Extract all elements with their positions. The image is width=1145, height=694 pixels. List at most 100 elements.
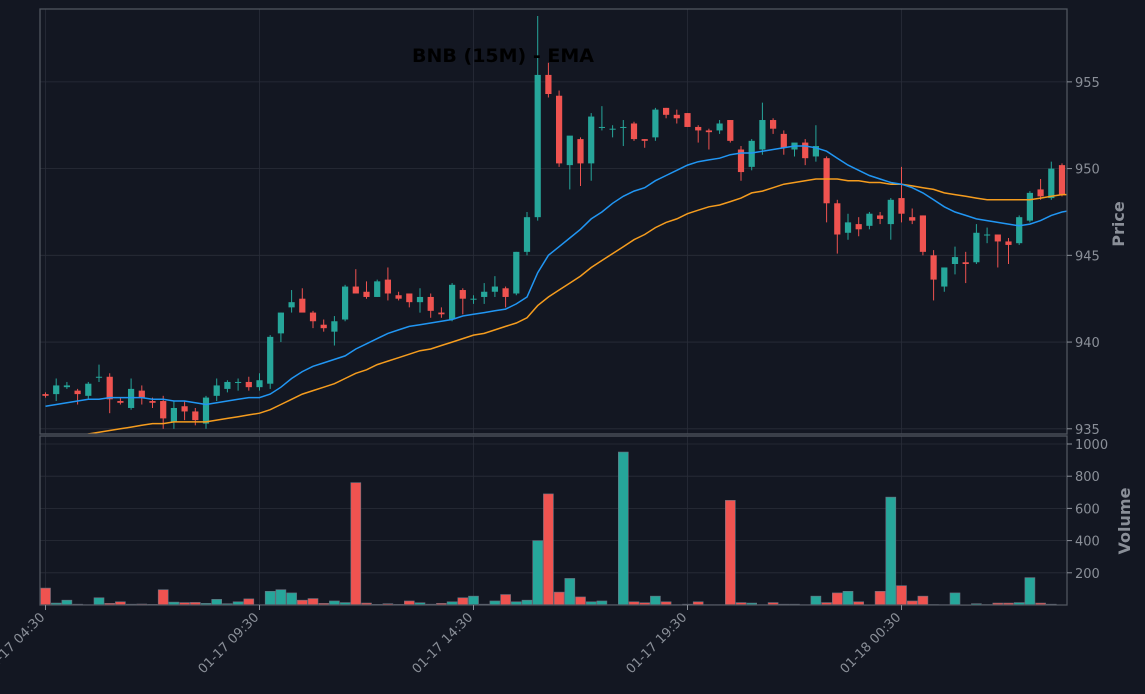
candle-body [85,383,92,396]
candle-body [705,130,712,133]
candle-body [299,298,306,313]
candle-body [138,390,145,398]
candle-body [202,397,210,424]
volume-tick-label: 800 [1075,470,1100,485]
candle-body [117,401,124,403]
volume-bar [564,578,576,606]
candle-body [309,312,317,322]
candle-body [363,291,370,297]
volume-bar [307,598,319,606]
candle-body [502,288,509,297]
candle-body [652,109,659,138]
candle-body [588,116,595,164]
volume-bar [917,595,929,606]
volume-bar [521,599,533,606]
candle-body [513,251,520,294]
candle-body [663,107,670,115]
candle-body [320,324,327,329]
candle-body [834,203,841,235]
volume-bar [575,596,586,606]
candle-body [641,139,648,141]
volume-bar [532,540,544,606]
volume-bar [500,594,511,606]
volume-bar [810,595,822,606]
candle-body [909,217,916,221]
candle-body [245,381,252,388]
volume-bar [617,451,629,606]
candle-body [416,296,424,303]
candle-body [898,198,905,214]
candle-body [577,139,584,164]
candle-body [427,296,434,311]
candle-body [267,336,274,384]
candle-body [106,376,113,400]
volume-bar [543,493,554,606]
grid [40,9,1067,605]
price-tick-label: 950 [1075,163,1100,178]
volume-tick-label: 200 [1075,567,1100,582]
candle-body [984,234,991,236]
price-panel-frame [39,8,1068,435]
candle-body [63,385,70,388]
volume-bar [296,599,308,606]
candle-body [331,321,338,332]
candle-body [224,381,231,389]
candle-body [491,286,498,292]
price-tick-label: 955 [1075,76,1100,91]
candle-body [973,232,980,263]
candle-body [866,213,873,226]
candle-body [844,222,852,233]
volume-bar [842,591,854,606]
candle-body [566,135,573,166]
candle-body [930,255,937,280]
candle-body [395,295,402,299]
volume-bar [275,589,287,606]
volume-axis-label: Volume [1115,487,1134,554]
candle-body [962,262,969,264]
candle-body [288,302,295,308]
price-tick-label: 945 [1075,249,1100,264]
price-axis: 935 940 945 950 955 [1067,76,1100,438]
candle-body [673,114,680,119]
volume-bar [93,597,105,606]
volume-bar [831,592,843,606]
volume-bar [650,595,661,606]
volume-bar [264,591,276,606]
volume-bar [896,585,907,606]
candle-body [695,126,702,131]
volume-bar [350,482,362,606]
candle-body [459,290,466,299]
candle-body [812,146,819,157]
candle-body [374,281,381,297]
candle-body [716,123,723,131]
candle-body [759,120,766,150]
candle-body [748,140,755,167]
volume-tick-label: 400 [1075,535,1100,550]
candle-body [342,286,349,320]
candle-body [277,312,284,334]
volume-bar [243,598,255,606]
volume-tick-label: 600 [1075,502,1100,517]
chart-title: BNB (15M) - EMA [412,45,594,67]
volume-bar [1024,577,1036,606]
candle-body [994,234,1001,242]
candle-body [855,224,862,230]
candle-body [95,376,103,378]
candle-body [523,217,531,252]
candle-body [384,279,391,294]
candle-body [951,257,959,264]
volume-bar [457,597,469,606]
candle-body [823,158,830,204]
candle-body [1058,165,1066,195]
volume-bar [874,591,886,606]
candle-body [192,411,199,421]
candles [42,15,1066,429]
candle-body [887,199,894,225]
candle-body [598,126,605,128]
candle-body [684,113,691,127]
candle-body [438,312,445,315]
candle-body [1005,241,1012,245]
candle-body [256,380,263,388]
volume-bar [468,595,479,606]
